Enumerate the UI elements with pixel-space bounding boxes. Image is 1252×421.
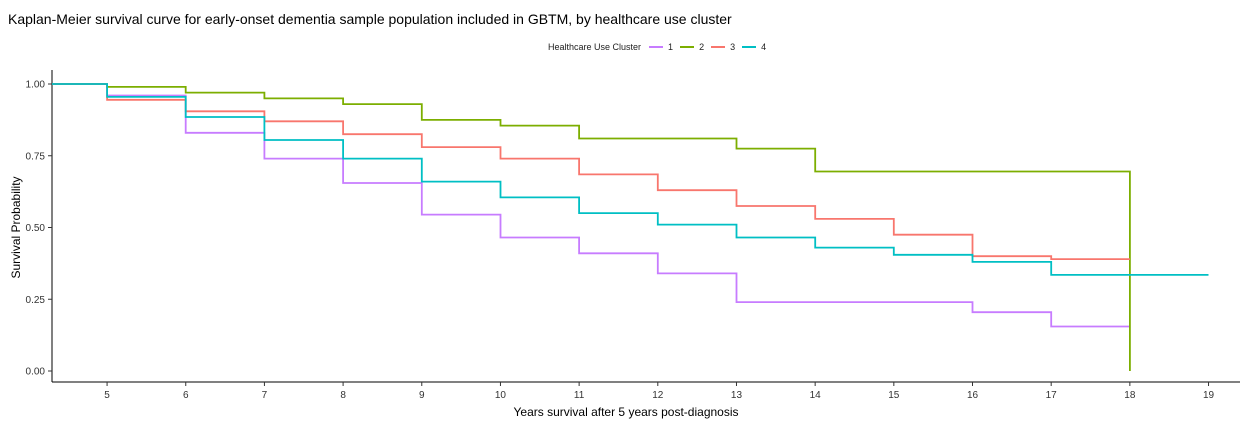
x-tick-label: 8 bbox=[340, 390, 346, 401]
legend-item-2: 2 bbox=[680, 42, 704, 52]
x-tick-label: 6 bbox=[183, 390, 189, 401]
y-tick-label: 0.00 bbox=[26, 367, 46, 378]
x-tick-label: 14 bbox=[810, 390, 822, 401]
y-tick-label: 0.50 bbox=[26, 223, 46, 234]
x-tick-label: 12 bbox=[652, 390, 664, 401]
axis-ticks: 5 6 7 8 9 10 11 12 13 14 15 16 17 18 19 0.00 0.25 0.50 0.7… bbox=[26, 80, 1215, 402]
legend-item-4: 4 bbox=[742, 42, 766, 52]
y-tick-label: 1.00 bbox=[26, 80, 46, 91]
legend-item-3: 3 bbox=[711, 42, 735, 52]
legend-title: Healthcare Use Cluster bbox=[548, 42, 642, 52]
legend-label-4: 4 bbox=[761, 42, 767, 52]
x-tick-label: 18 bbox=[1124, 390, 1136, 401]
series-line-4 bbox=[52, 83, 1209, 276]
series-line-1 bbox=[52, 83, 1130, 328]
legend-label-3: 3 bbox=[730, 42, 736, 52]
series-layer bbox=[52, 83, 1209, 371]
y-tick-label: 0.75 bbox=[26, 151, 46, 162]
x-tick-label: 9 bbox=[419, 390, 425, 401]
x-tick-label: 13 bbox=[731, 390, 743, 401]
x-tick-label: 11 bbox=[574, 390, 585, 401]
x-tick-label: 15 bbox=[888, 390, 900, 401]
legend-swatch-2 bbox=[680, 46, 695, 48]
series-line-3 bbox=[52, 83, 1130, 260]
x-tick-label: 10 bbox=[495, 390, 507, 401]
series-line-2 bbox=[52, 83, 1131, 371]
legend: Healthcare Use Cluster 1 2 3 4 bbox=[548, 40, 773, 54]
legend-label-2: 2 bbox=[699, 42, 705, 52]
legend-item-1: 1 bbox=[649, 42, 673, 52]
x-axis-title: Years survival after 5 years post-diagno… bbox=[514, 405, 739, 419]
x-tick-label: 17 bbox=[1046, 390, 1058, 401]
chart-title: Kaplan-Meier survival curve for early-on… bbox=[8, 11, 732, 27]
y-tick-label: 0.25 bbox=[26, 295, 46, 306]
legend-swatch-1 bbox=[649, 46, 664, 48]
x-tick-label: 5 bbox=[104, 390, 110, 401]
legend-swatch-4 bbox=[742, 46, 757, 48]
y-axis-title: Survival Probability bbox=[9, 176, 23, 278]
x-tick-label: 19 bbox=[1203, 390, 1215, 401]
x-tick-label: 16 bbox=[967, 390, 979, 401]
legend-swatch-3 bbox=[711, 46, 726, 48]
x-tick-label: 7 bbox=[262, 390, 268, 401]
legend-label-1: 1 bbox=[668, 42, 674, 52]
